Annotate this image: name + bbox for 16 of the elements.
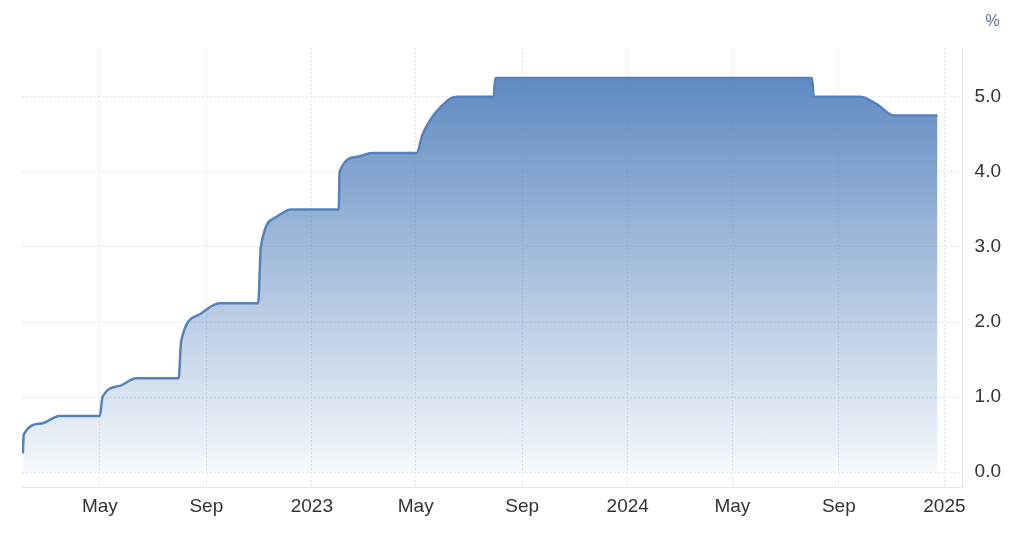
y-tick-label: 1.0 (974, 385, 1002, 407)
x-tick-label: May (714, 494, 751, 516)
x-tick-label: Sep (189, 494, 224, 516)
y-tick-label: 4.0 (974, 160, 1002, 182)
x-tick-label: May (397, 494, 435, 516)
y-tick-label: 5.0 (974, 85, 1002, 107)
y-tick-label: 0.0 (974, 460, 1002, 482)
x-tick-label: 2023 (290, 494, 334, 516)
x-tick-label: May (81, 494, 119, 516)
x-tick-label: Sep (821, 494, 856, 516)
y-axis-title: % (985, 12, 1000, 30)
y-tick-label: 3.0 (974, 235, 1002, 257)
x-tick-label: 2024 (606, 494, 650, 516)
y-tick-label: 2.0 (974, 310, 1002, 332)
x-tick-label: 2025 (923, 494, 966, 516)
x-tick-label: Sep (505, 494, 540, 516)
